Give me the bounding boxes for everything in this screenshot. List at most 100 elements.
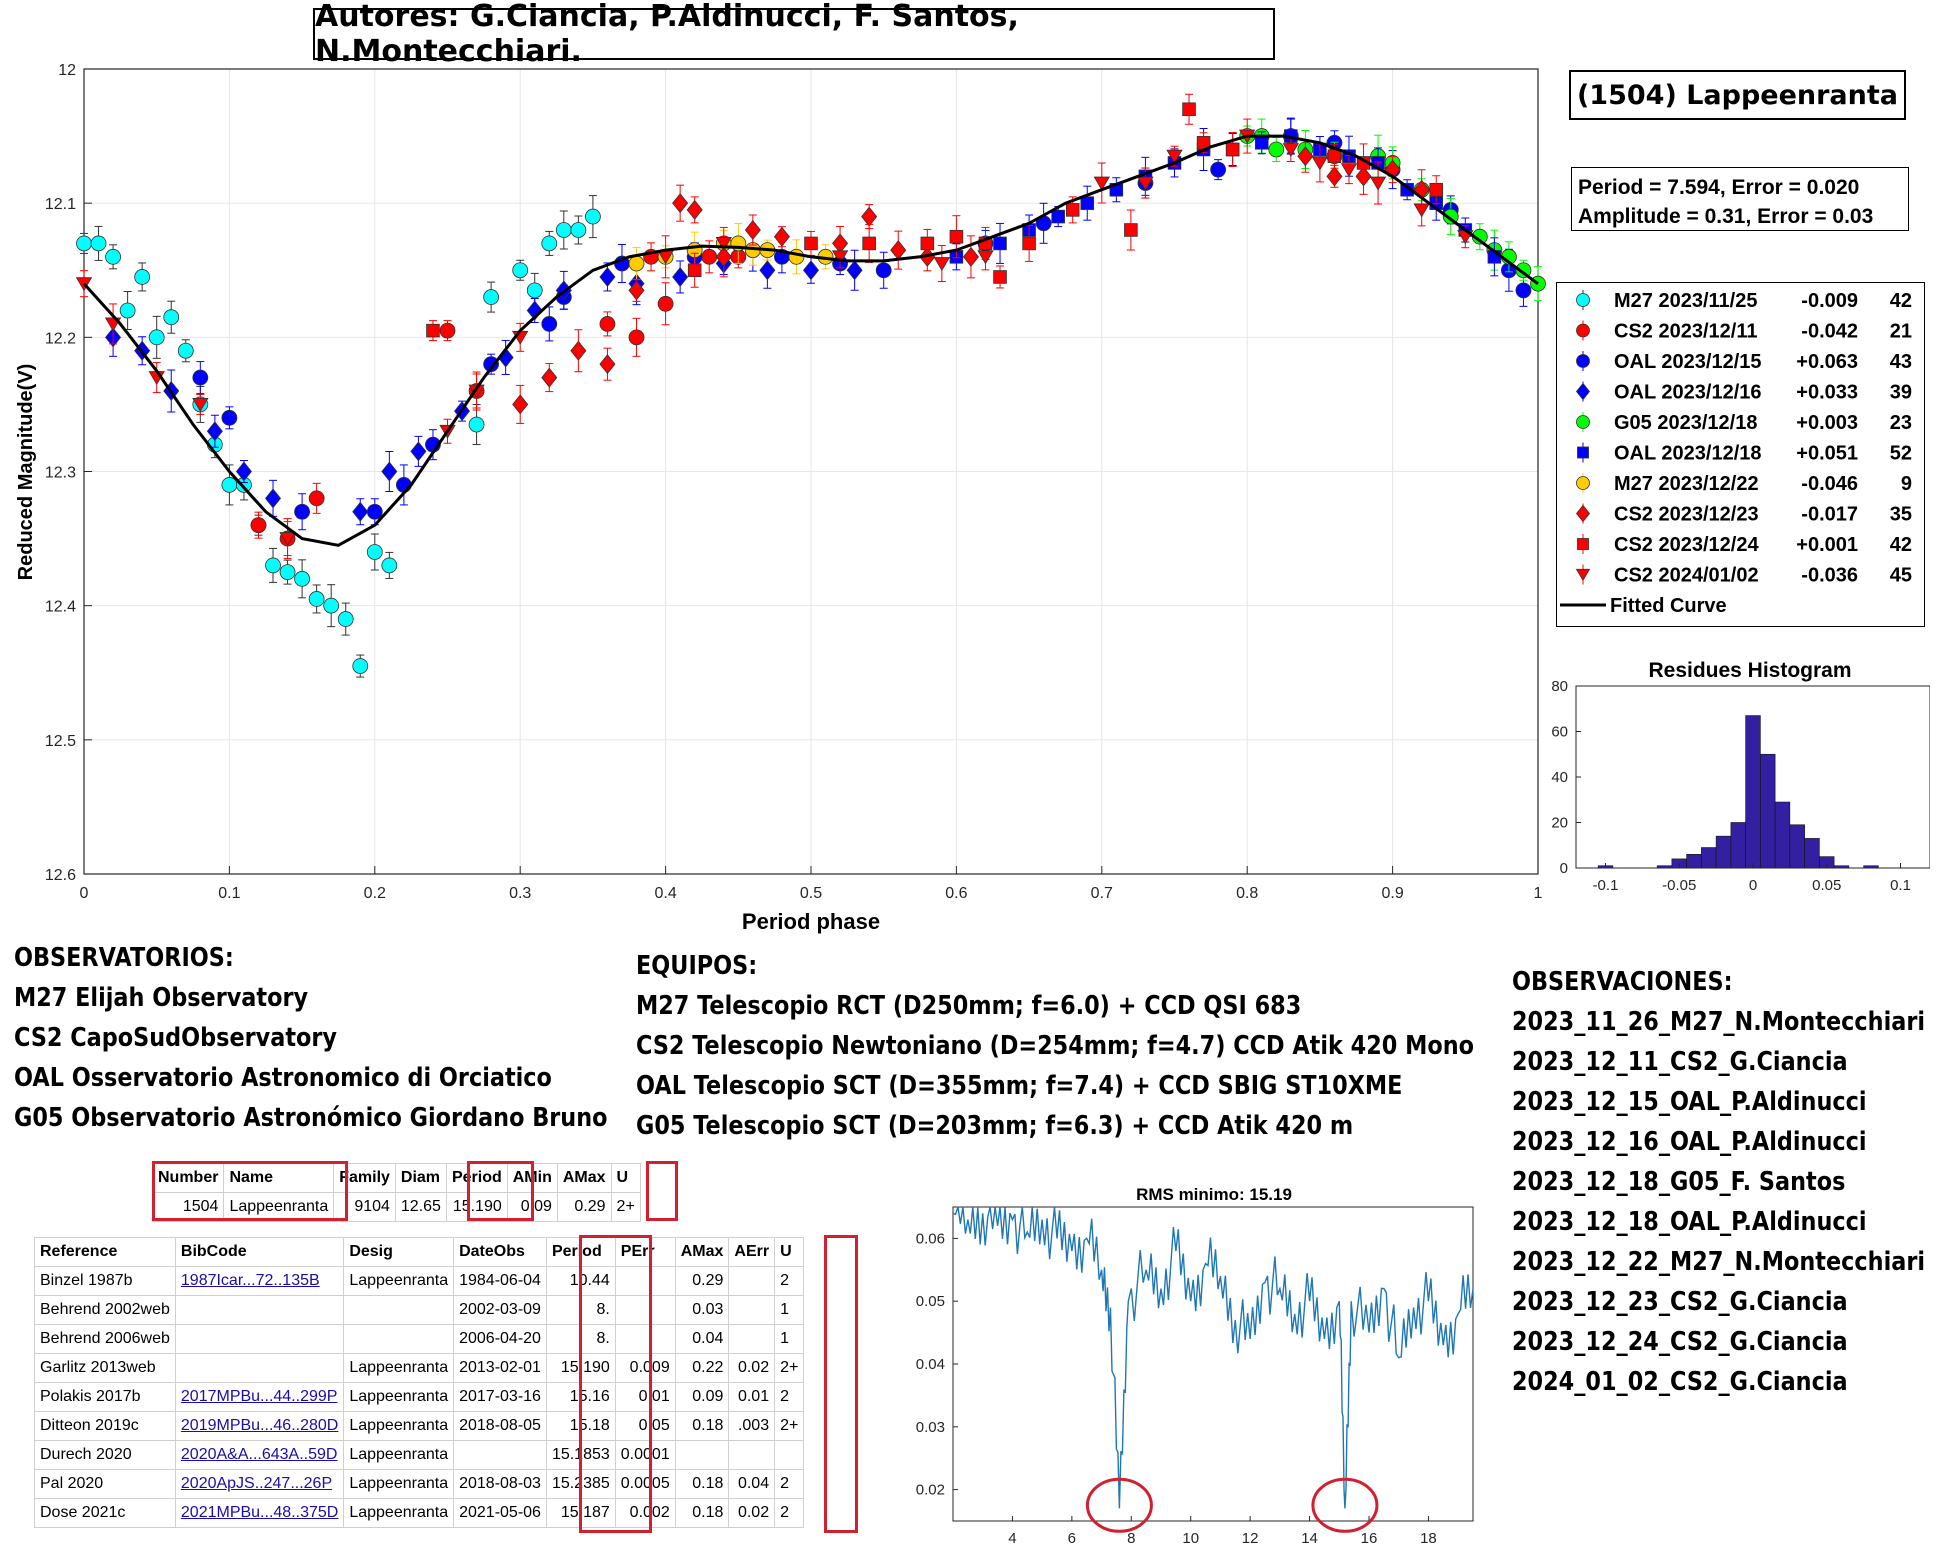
legend-item: OAL 2023/12/16 +0.033 39	[1575, 381, 1912, 404]
bibcode-link[interactable]: 2021MPBu...48..375D	[180, 1504, 339, 1521]
table-cell: 2018-08-03	[453, 1469, 547, 1499]
table-cell	[174, 1324, 345, 1354]
table-cell: Lappeenranta	[343, 1266, 455, 1296]
bibcode-link[interactable]: 2019MPBu...46..280D	[180, 1417, 339, 1434]
legend-label: M27 2023/12/22	[1614, 473, 1759, 495]
legend-count: 42	[1890, 534, 1912, 556]
data-point	[555, 222, 572, 238]
legend-item: CS2 2023/12/11 -0.042 21	[1576, 320, 1912, 343]
table-cell	[343, 1295, 455, 1325]
data-point	[993, 270, 1007, 284]
table-cell: 0.09	[674, 1382, 730, 1412]
data-point	[687, 263, 702, 278]
data-point	[265, 488, 282, 509]
x-tick-label: 0.6	[945, 885, 967, 902]
legend-item: CS2 2024/01/02 -0.036 45	[1575, 564, 1912, 587]
table-cell	[728, 1440, 776, 1470]
table-cell: 0.29	[674, 1266, 730, 1296]
table-cell: 0.03	[674, 1295, 730, 1325]
table-cell: 2013-02-01	[453, 1353, 547, 1383]
bibcode-link[interactable]: 2020ApJS..247...26P	[180, 1475, 333, 1492]
table-row: Behrend 2002web 2002-03-09 8. 0.03 1	[34, 1295, 805, 1325]
minimum-highlight-circle	[1085, 1477, 1153, 1533]
table-cell[interactable]: 1987Icar...72..135B	[174, 1266, 345, 1296]
data-point	[541, 316, 558, 332]
legend-offset: +0.003	[1796, 412, 1858, 434]
histogram-y-label: 0	[1560, 860, 1568, 877]
table-cell: .003	[728, 1411, 776, 1441]
summary-cell: 9104	[333, 1192, 396, 1222]
table-cell[interactable]: 2020ApJS..247...26P	[174, 1469, 345, 1499]
histogram-x-label: 0.05	[1812, 877, 1841, 894]
legend-marker	[1577, 538, 1589, 550]
table-cell[interactable]: 2019MPBu...46..280D	[174, 1411, 345, 1441]
table-cell	[343, 1324, 455, 1354]
legend-count: 42	[1890, 290, 1912, 312]
data-point	[744, 219, 761, 241]
histogram-y-label: 20	[1551, 815, 1568, 832]
lightcurve-chart: 0 0.1 0.2 0.3 0.4 0.5 0.6 0.7 0.8 0.9 1 12 12.1 12.2…	[15, 62, 1546, 934]
asteroid-name: (1504) Lappeenranta	[1569, 70, 1906, 120]
table-cell: Behrend 2002web	[34, 1295, 176, 1325]
data-point	[1369, 176, 1387, 191]
legend-count: 35	[1890, 504, 1912, 526]
table-row: Dose 2021c 2021MPBu...48..375D Lappeenrant…	[34, 1498, 805, 1528]
observacion-item: 2023_12_15_OAL_P.Aldinucci	[1512, 1087, 1867, 1117]
bibcode-link[interactable]: 2020A&A...643A..59D	[180, 1446, 338, 1463]
table-cell: 2006-04-20	[453, 1324, 547, 1354]
data-point	[875, 262, 892, 279]
legend-offset: -0.042	[1801, 321, 1858, 343]
table-cell[interactable]: 2017MPBu...44..299P	[174, 1382, 345, 1412]
table-cell: 2002-03-09	[453, 1295, 547, 1325]
observatorios-block: OBSERVATORIOS: M27 Elijah Observatory CS…	[14, 938, 607, 1138]
bibcode-link[interactable]: 1987Icar...72..135B	[180, 1272, 320, 1289]
lightcurve-y-ticks: 12 12.1 12.2 12.3 12.4 12.5 12.6	[45, 62, 92, 884]
x-tick-label: 0.7	[1091, 885, 1113, 902]
observacion-item: 2023_12_16_OAL_P.Aldinucci	[1512, 1127, 1867, 1157]
minimum-highlight-circle	[1311, 1477, 1379, 1533]
periodogram-y-label: 0.03	[916, 1419, 945, 1436]
data-point	[366, 544, 383, 560]
x-tick-label: 0.9	[1381, 885, 1403, 902]
table-cell[interactable]: 2021MPBu...48..375D	[174, 1498, 345, 1528]
data-point	[352, 658, 369, 674]
legend-offset: +0.033	[1796, 382, 1858, 404]
y-tick-label: 12.6	[45, 867, 76, 884]
x-tick-label: 0.4	[654, 885, 676, 902]
table-cell: 0.05	[614, 1411, 676, 1441]
summary-cell: 1504	[151, 1192, 225, 1222]
periodogram-x-label: 8	[1127, 1530, 1135, 1547]
table-cell: Binzel 1987b	[34, 1266, 176, 1296]
y-tick-label: 12.5	[45, 733, 76, 750]
histogram-bar	[1701, 847, 1717, 869]
legend-count: 9	[1901, 473, 1912, 495]
table-cell: Lappeenranta	[343, 1353, 455, 1383]
data-point	[512, 262, 529, 279]
legend-label: OAL 2023/12/16	[1614, 382, 1762, 404]
highlight-period	[467, 1161, 534, 1221]
highlight-number-name	[152, 1161, 348, 1221]
data-point	[294, 570, 311, 587]
legend-label: OAL 2023/12/15	[1614, 351, 1762, 373]
table-cell: Behrend 2006web	[34, 1324, 176, 1354]
equipo-item: OAL Telescopio SCT (D=355mm; f=7.4) + CC…	[636, 1071, 1403, 1101]
data-point	[1282, 143, 1300, 158]
data-point	[1080, 196, 1095, 210]
summary-cell: 2+	[610, 1192, 641, 1222]
data-point	[1327, 149, 1342, 163]
data-point	[1065, 203, 1080, 217]
table-row: Pal 2020 2020ApJS..247...26P Lappeenranta 2…	[34, 1469, 805, 1499]
bibcode-link[interactable]: 2017MPBu...44..299P	[180, 1388, 338, 1405]
data-point	[119, 302, 136, 319]
legend-offset: +0.063	[1796, 351, 1858, 373]
observatorio-item: G05 Observatorio Astronómico Giordano Br…	[14, 1103, 608, 1133]
data-point	[1400, 182, 1414, 197]
periodogram-line	[952, 1206, 1474, 1509]
data-point	[1166, 149, 1183, 164]
legend-label: M27 2023/11/25	[1614, 290, 1757, 312]
amplitude-line: Amplitude = 0.31, Error = 0.03	[1578, 205, 1874, 228]
data-point	[599, 266, 616, 287]
residues-histogram: Residues Histogram -0.1 -0.05 0 0.05 0.1 0 20 4…	[1551, 659, 1930, 894]
observatorios-heading: OBSERVATORIOS:	[14, 943, 234, 973]
table-cell[interactable]: 2020A&A...643A..59D	[174, 1440, 345, 1470]
